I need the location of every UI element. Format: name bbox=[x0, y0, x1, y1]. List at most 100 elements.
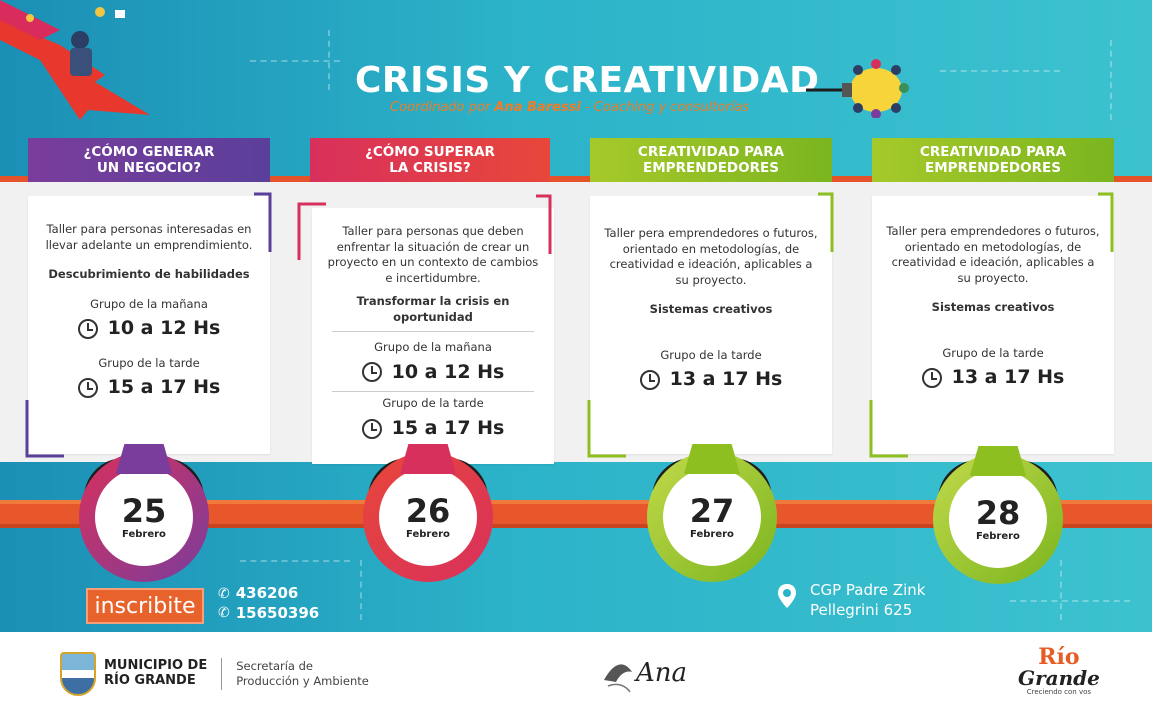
deco-line bbox=[328, 30, 330, 90]
workshop-description: Taller pera emprendedores o futuros, ori… bbox=[886, 224, 1100, 285]
phone-icon: ✆ bbox=[218, 585, 230, 602]
time-slot: 10 a 12 Hs bbox=[42, 316, 256, 342]
date-badge-2: 26 Febrero bbox=[363, 452, 493, 582]
secretaria-name: Secretaría de Producción y Ambiente bbox=[236, 659, 369, 689]
group-label: Grupo de la mañana bbox=[90, 296, 208, 311]
divider bbox=[332, 391, 534, 393]
deco-line bbox=[1110, 40, 1112, 120]
time-slot: 15 a 17 Hs bbox=[42, 375, 256, 401]
lightbulb-icon bbox=[806, 59, 909, 118]
group-label: Grupo de la tarde bbox=[382, 396, 484, 411]
workshop-2-heading: ¿CÓMO SUPERAR LA CRISIS? bbox=[310, 138, 550, 182]
card-corner-decoration bbox=[587, 400, 626, 458]
secretaria-line: Secretaría de bbox=[236, 659, 314, 674]
subtitle-suffix: - Coaching y consultorías bbox=[580, 100, 750, 115]
heading-line: UN NEGOCIO? bbox=[96, 160, 202, 176]
muni-name: MUNICIPIO DE RÍO GRANDE bbox=[104, 658, 208, 689]
date-day: 25 bbox=[121, 491, 167, 530]
group-label: Grupo de la mañana bbox=[374, 340, 492, 355]
rg-logo-line: Grande bbox=[1018, 666, 1100, 690]
workshop-topic: Sistemas creativos bbox=[931, 300, 1055, 315]
heading-line: CREATIVIDAD PARA bbox=[637, 143, 785, 160]
clock-icon bbox=[361, 418, 382, 439]
time-value: 10 a 12 Hs bbox=[391, 360, 505, 383]
workshop-3-heading: CREATIVIDAD PARA EMPRENDEDORES bbox=[590, 138, 832, 182]
time-value: 15 a 17 Hs bbox=[107, 376, 221, 399]
phone-icon: ✆ bbox=[218, 605, 230, 622]
card-corner-decoration bbox=[818, 192, 834, 252]
date-month: Febrero bbox=[122, 528, 166, 540]
workshop-1-card: Taller para personas interesadas en llev… bbox=[28, 196, 270, 454]
group-label: Grupo de la tarde bbox=[660, 347, 762, 362]
secretaria-line: Producción y Ambiente bbox=[236, 674, 369, 688]
rg-tagline: Creciendo con vos bbox=[1026, 688, 1092, 696]
deco-line bbox=[360, 560, 362, 620]
muni-name-line: MUNICIPIO DE bbox=[104, 658, 208, 674]
time-slot: 13 a 17 Hs bbox=[604, 367, 818, 393]
deco-line bbox=[1060, 560, 1062, 620]
date-badge-3: 27 Febrero bbox=[647, 452, 777, 582]
time-value: 13 a 17 Hs bbox=[669, 368, 783, 391]
time-value: 10 a 12 Hs bbox=[107, 317, 221, 340]
time-slot: 10 a 12 Hs bbox=[326, 360, 540, 386]
divider bbox=[221, 658, 223, 690]
clock-icon bbox=[77, 378, 98, 399]
heading-line: EMPRENDEDORES bbox=[925, 160, 1061, 176]
group-label: Grupo de la tarde bbox=[98, 355, 200, 370]
card-corner-decoration bbox=[254, 192, 272, 252]
poster-background: CRISIS Y CREATIVIDAD Coordinado por Ana … bbox=[0, 0, 1152, 632]
workshop-2-card: Taller para personas que deben enfrentar… bbox=[312, 208, 554, 464]
card-corner-decoration bbox=[25, 400, 64, 458]
location-pin-icon bbox=[778, 584, 796, 608]
date-badge-inner: 26 Febrero bbox=[379, 468, 477, 566]
deco-line bbox=[240, 560, 350, 562]
bird-icon bbox=[604, 664, 632, 693]
card-corner-decoration bbox=[297, 202, 326, 260]
page-subtitle: Coordinado por Ana Baressi - Coaching y … bbox=[390, 100, 749, 115]
date-day: 27 bbox=[689, 491, 735, 530]
workshop-topic: Descubrimiento de habilidades bbox=[48, 267, 250, 282]
date-badge-inner: 25 Febrero bbox=[95, 468, 193, 566]
time-slot: 15 a 17 Hs bbox=[326, 416, 540, 442]
phone-list: ✆ 436206 ✆ 15650396 bbox=[218, 584, 319, 623]
municipio-logo: MUNICIPIO DE RÍO GRANDE Secretaría de Pr… bbox=[60, 652, 369, 696]
phone-row: ✆ 436206 bbox=[218, 584, 319, 604]
clock-icon bbox=[361, 362, 382, 383]
workshop-4-card: Taller pera emprendedores o futuros, ori… bbox=[872, 196, 1114, 454]
workshop-topic: Transformar la crisis en oportunidad bbox=[356, 294, 510, 324]
date-month: Febrero bbox=[690, 528, 734, 540]
divider bbox=[332, 331, 534, 333]
workshop-4-heading: CREATIVIDAD PARA EMPRENDEDORES bbox=[872, 138, 1114, 182]
heading-line: EMPRENDEDORES bbox=[643, 160, 779, 176]
clock-icon bbox=[921, 367, 942, 388]
heading-line: ¿CÓMO SUPERAR bbox=[365, 143, 495, 160]
phone-number[interactable]: 15650396 bbox=[235, 603, 320, 622]
rg-logo-line: Río bbox=[1038, 644, 1080, 670]
shield-icon bbox=[60, 652, 96, 696]
date-day: 26 bbox=[405, 491, 451, 530]
inscribite-button[interactable]: inscribite bbox=[86, 588, 204, 624]
workshop-3-card: Taller pera emprendedores o futuros, ori… bbox=[590, 196, 832, 454]
location-name: CGP Padre Zink bbox=[810, 581, 926, 599]
page-title: CRISIS Y CREATIVIDAD bbox=[355, 60, 820, 101]
date-badge-inner: 27 Febrero bbox=[663, 468, 761, 566]
date-tab bbox=[970, 446, 1026, 476]
location-info: CGP Padre Zink Pellegrini 625 bbox=[778, 580, 925, 621]
phone-number[interactable]: 436206 bbox=[235, 584, 299, 602]
workshop-1-heading: ¿CÓMO GENERAR UN NEGOCIO? bbox=[28, 138, 270, 182]
clock-icon bbox=[77, 318, 98, 339]
card-corner-decoration bbox=[869, 400, 908, 458]
date-tab bbox=[116, 444, 172, 474]
date-month: Febrero bbox=[976, 530, 1020, 542]
card-corner-decoration bbox=[536, 194, 552, 254]
heading-line: LA CRISIS? bbox=[389, 160, 471, 176]
clock-icon bbox=[639, 369, 660, 390]
group-label: Grupo de la tarde bbox=[942, 345, 1044, 360]
time-slot: 13 a 17 Hs bbox=[886, 365, 1100, 391]
workshop-description: Taller para personas que deben enfrentar… bbox=[327, 224, 539, 285]
date-day: 28 bbox=[975, 493, 1021, 532]
muni-name-line: RÍO GRANDE bbox=[104, 673, 196, 688]
heading-line: ¿CÓMO GENERAR bbox=[83, 143, 215, 160]
date-tab bbox=[684, 444, 740, 474]
deco-line bbox=[250, 60, 340, 62]
